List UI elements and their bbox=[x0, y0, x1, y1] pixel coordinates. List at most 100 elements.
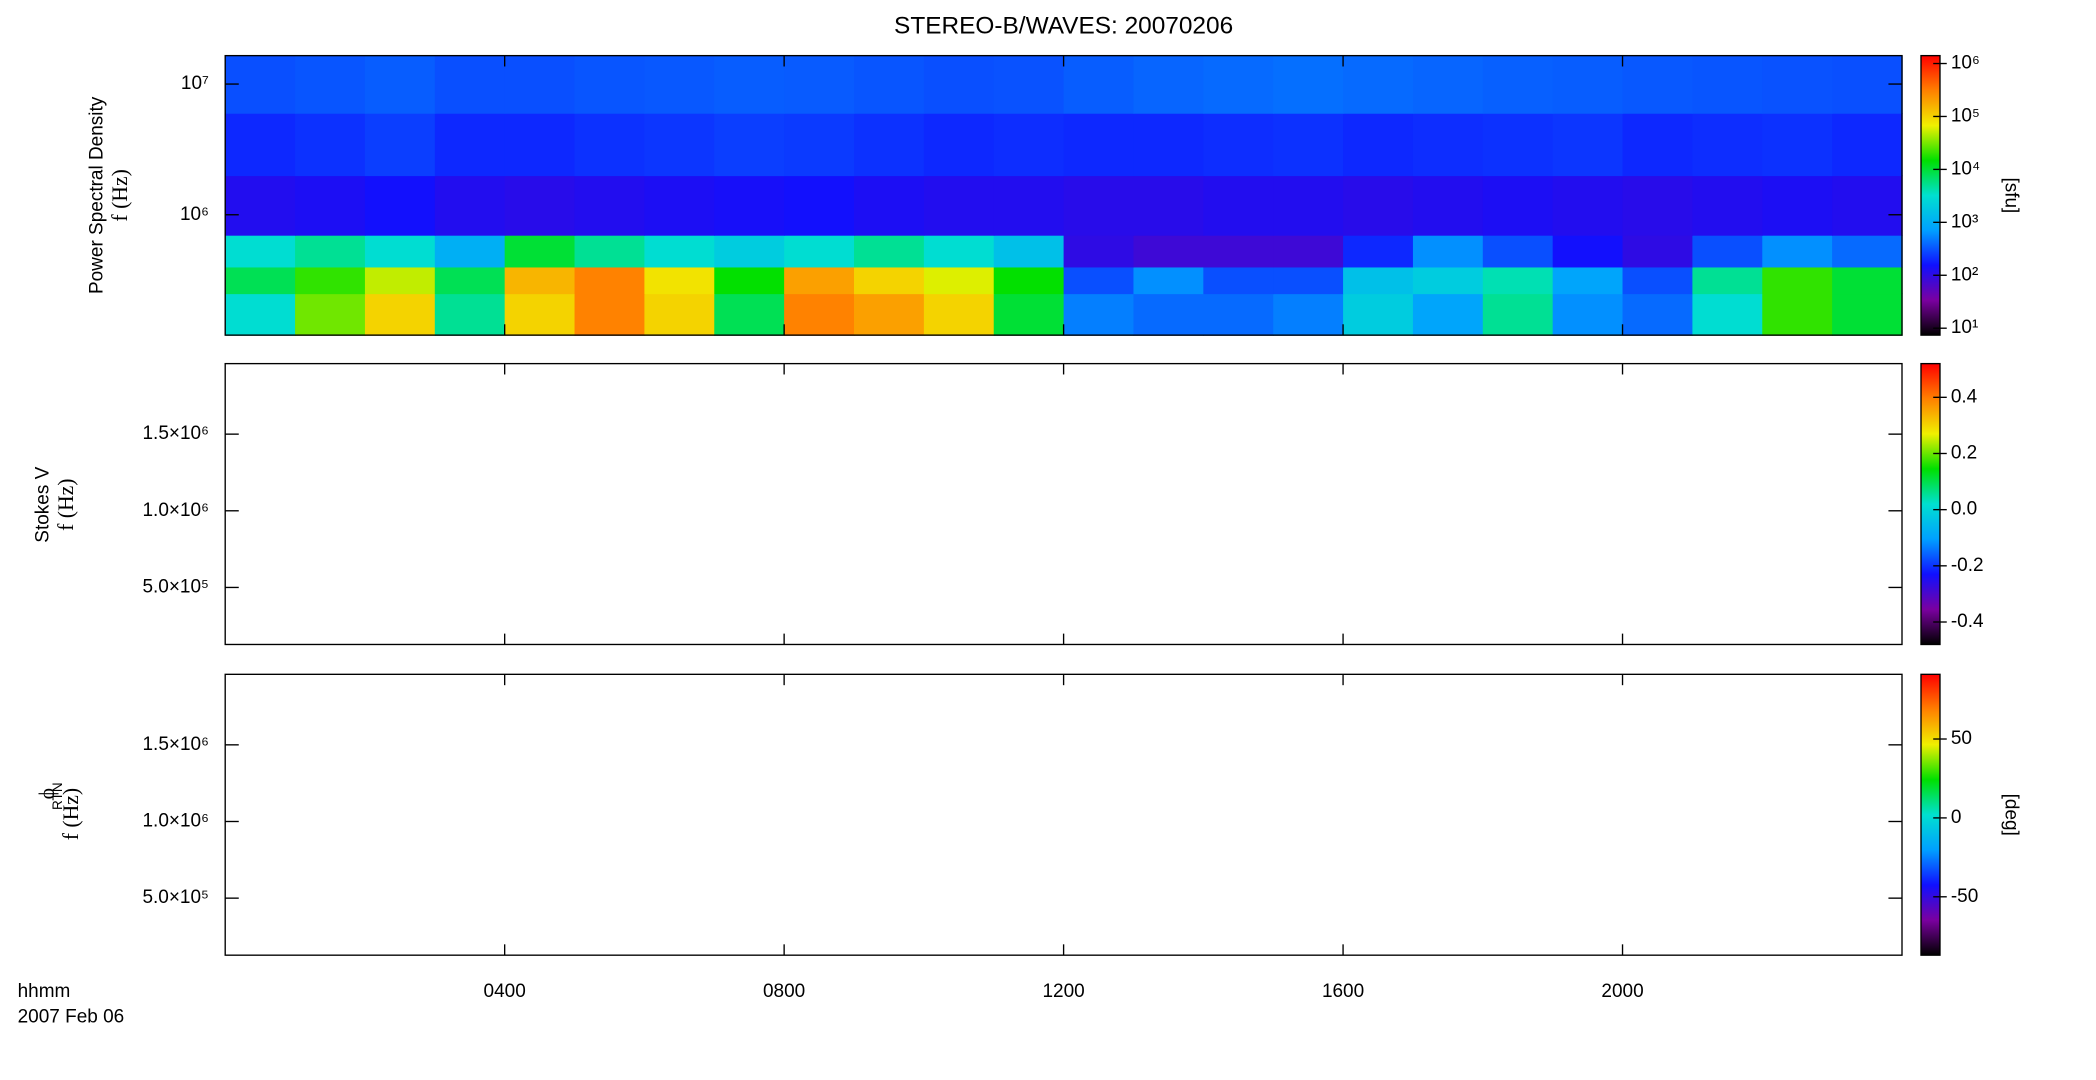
heatmap-cell bbox=[1063, 55, 1135, 114]
heatmap-cell bbox=[1273, 293, 1344, 336]
colorbar bbox=[1920, 362, 1941, 646]
heatmap-cell bbox=[714, 113, 785, 177]
heatmap-cell bbox=[1622, 175, 1694, 236]
heatmap-cell bbox=[1832, 113, 1903, 177]
y-tick-label: 10⁶ bbox=[180, 204, 209, 225]
heatmap-cell bbox=[1203, 113, 1274, 177]
heatmap-cell bbox=[644, 293, 715, 336]
heatmap-cell bbox=[854, 55, 925, 114]
heatmap-cell bbox=[364, 293, 436, 336]
heatmap-cell bbox=[784, 55, 855, 114]
heatmap-cell bbox=[1412, 55, 1484, 114]
heatmap-cell bbox=[644, 266, 715, 295]
heatmap-cell bbox=[574, 266, 646, 295]
heatmap-cell bbox=[1692, 266, 1763, 295]
heatmap-cell bbox=[295, 113, 366, 177]
heatmap-cell bbox=[504, 266, 576, 295]
heatmap-cell bbox=[364, 113, 436, 177]
x-tick-label: 1200 bbox=[1042, 981, 1084, 1002]
heatmap-cell bbox=[1482, 113, 1554, 177]
heatmap-cell bbox=[225, 266, 296, 295]
colorbar-tick-label: 0.4 bbox=[1951, 386, 1977, 407]
heatmap-cell bbox=[504, 235, 576, 268]
heatmap-cell bbox=[644, 113, 715, 177]
heatmap-cell bbox=[574, 175, 646, 236]
heatmap-cell bbox=[784, 175, 855, 236]
y-tick-label: 1.5×10⁶ bbox=[143, 423, 209, 444]
heatmap-cell bbox=[1552, 266, 1624, 295]
heatmap-cell bbox=[644, 235, 715, 268]
heatmap-cell bbox=[1482, 235, 1554, 268]
heatmap-cell bbox=[1622, 235, 1694, 268]
heatmap-cell bbox=[1482, 293, 1554, 336]
heatmap-cell bbox=[434, 266, 506, 295]
heatmap-cell bbox=[295, 293, 366, 336]
colorbar-tick-label: 0 bbox=[1951, 807, 1962, 828]
colorbar-tick-label: -0.4 bbox=[1951, 611, 1984, 632]
heatmap-cell bbox=[1762, 113, 1833, 177]
heatmap-cell bbox=[1273, 266, 1344, 295]
heatmap-cell bbox=[923, 175, 995, 236]
heatmap-cell bbox=[714, 235, 785, 268]
colorbar-tick-label: 10⁴ bbox=[1951, 158, 1980, 179]
heatmap-cell bbox=[1832, 175, 1903, 236]
heatmap-cell bbox=[1273, 113, 1344, 177]
x-tick-label: 1600 bbox=[1322, 981, 1364, 1002]
heatmap-cell bbox=[225, 293, 296, 336]
heatmap-cell bbox=[1482, 55, 1554, 114]
heatmap-cell bbox=[295, 235, 366, 268]
heatmap-cell bbox=[1482, 266, 1554, 295]
heatmap-cell bbox=[714, 266, 785, 295]
y-tick-label: 1.5×10⁶ bbox=[143, 734, 209, 755]
heatmap-cell bbox=[1203, 293, 1274, 336]
heatmap-cell bbox=[1832, 266, 1903, 295]
heatmap-cell bbox=[784, 293, 855, 336]
x-tick-label: 0800 bbox=[763, 981, 805, 1002]
x-axis-label: hhmm bbox=[18, 981, 71, 1002]
heatmap-cell bbox=[1273, 175, 1344, 236]
heatmap-cell bbox=[854, 266, 925, 295]
heatmap-cell bbox=[714, 293, 785, 336]
chart-title: STEREO-B/WAVES: 20070206 bbox=[894, 13, 1233, 40]
heatmap-cell bbox=[1412, 175, 1484, 236]
plot-frame bbox=[224, 673, 1903, 956]
y-axis-unit: f (Hz) bbox=[54, 479, 78, 531]
colorbar-tick-label: 50 bbox=[1951, 728, 1972, 749]
heatmap-cell bbox=[364, 55, 436, 114]
heatmap-cell bbox=[225, 235, 296, 268]
heatmap-cell bbox=[784, 113, 855, 177]
heatmap-cell bbox=[364, 235, 436, 268]
colorbar bbox=[1920, 673, 1941, 956]
heatmap-cell bbox=[854, 293, 925, 336]
y-axis-symbol: ϕ bbox=[35, 788, 59, 799]
heatmap-cell bbox=[1133, 266, 1205, 295]
x-axis-date: 2007 Feb 06 bbox=[18, 1007, 125, 1028]
colorbar-tick-label: 0.2 bbox=[1951, 443, 1977, 464]
heatmap-cell bbox=[1832, 293, 1903, 336]
heatmap-cell bbox=[1203, 266, 1274, 295]
heatmap-cell bbox=[1412, 266, 1484, 295]
heatmap-cell bbox=[1063, 113, 1135, 177]
heatmap-cell bbox=[1343, 113, 1414, 177]
x-tick-label: 2000 bbox=[1601, 981, 1643, 1002]
heatmap-cell bbox=[1133, 55, 1205, 114]
heatmap-cell bbox=[714, 55, 785, 114]
heatmap-cell bbox=[923, 235, 995, 268]
heatmap-cell bbox=[644, 55, 715, 114]
heatmap-cell bbox=[1762, 55, 1833, 114]
heatmap-cell bbox=[1273, 55, 1344, 114]
heatmap-cell bbox=[1203, 175, 1274, 236]
heatmap-cell bbox=[1482, 175, 1554, 236]
heatmap-cell bbox=[1063, 235, 1135, 268]
heatmap-cell bbox=[923, 55, 995, 114]
heatmap-cell bbox=[434, 113, 506, 177]
heatmap-cell bbox=[1133, 175, 1205, 236]
heatmap-cell bbox=[1343, 293, 1414, 336]
heatmap-cell bbox=[1762, 175, 1833, 236]
heatmap-cell bbox=[1622, 293, 1694, 336]
heatmap-cell bbox=[1203, 235, 1274, 268]
colorbar-label: [deg] bbox=[2001, 794, 2022, 836]
heatmap-cell bbox=[1343, 55, 1414, 114]
heatmap-cell bbox=[504, 175, 576, 236]
